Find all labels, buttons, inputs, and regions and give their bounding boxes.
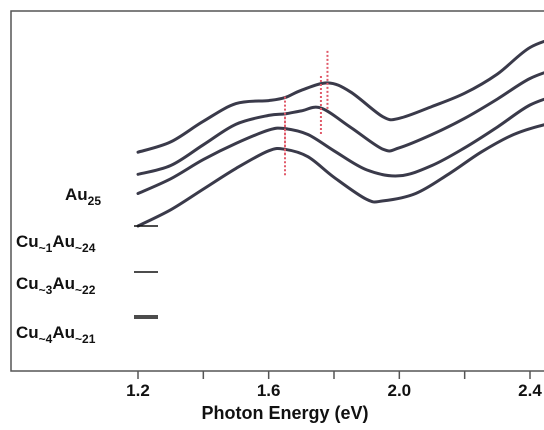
- peak-markers: [284, 50, 329, 178]
- series-line: [136, 123, 544, 228]
- plot-frame: [10, 10, 544, 372]
- series-line: [136, 39, 544, 154]
- series-label: Cu~3Au~22: [16, 274, 96, 297]
- x-axis-title: Photon Energy (eV): [201, 403, 368, 423]
- x-tick-label: 2.0: [388, 381, 412, 400]
- series-label: Au25: [65, 185, 101, 208]
- series-label: Cu~1Au~24: [16, 232, 96, 255]
- x-tick-label: 2.4: [518, 381, 542, 400]
- series-labels: Au25 Cu~1Au~24 Cu~3Au~22 Cu~4Au~21: [16, 185, 101, 346]
- series-line: [136, 71, 544, 176]
- series-line: [136, 97, 544, 195]
- baseline-markers: [134, 225, 158, 319]
- series-curves: [136, 39, 544, 228]
- x-tick-label: 1.6: [257, 381, 281, 400]
- x-ticks: 1.2 1.6 2.0 2.4: [126, 371, 542, 400]
- series-label: Cu~4Au~21: [16, 323, 96, 346]
- x-tick-label: 1.2: [126, 381, 150, 400]
